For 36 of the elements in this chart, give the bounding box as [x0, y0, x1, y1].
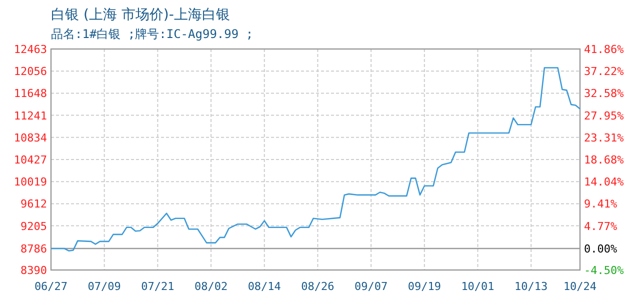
y2-tick-label: 14.04%: [584, 176, 624, 189]
y2-tick-label: 18.68%: [584, 154, 624, 166]
x-tick-label: 08/02: [194, 280, 228, 293]
y-tick-label: 10427: [14, 153, 47, 166]
x-tick-label: 10/13: [514, 280, 548, 293]
y-tick-label: 10834: [14, 131, 48, 144]
y-tick-label: 8390: [20, 264, 47, 277]
y2-tick-label: 9.41%: [584, 198, 618, 211]
y2-tick-label: 37.22%: [584, 65, 624, 78]
y2-tick-label: -4.50%: [584, 264, 624, 277]
y-tick-label: 11241: [14, 109, 47, 122]
y-tick-label: 9205: [20, 220, 47, 233]
y2-tick-label: 23.31%: [584, 131, 624, 144]
x-tick-label: 10/24: [563, 280, 597, 293]
y2-tick-label: 41.86%: [584, 43, 624, 56]
x-tick-label: 07/21: [141, 280, 174, 293]
y2-tick-label: 27.95%: [584, 109, 624, 122]
y2-tick-label: 4.77%: [584, 220, 618, 233]
y-tick-label: 10019: [14, 176, 47, 189]
x-tick-label: 06/27: [34, 280, 68, 293]
y2-tick-label: 32.58%: [584, 87, 624, 100]
y-tick-label: 12463: [14, 43, 47, 56]
x-tick-label: 10/01: [461, 280, 494, 293]
line-series: [50, 67, 581, 252]
chart-title: 白银 (上海 市场价)-上海白银: [51, 7, 230, 23]
x-tick-label: 07/09: [88, 280, 121, 293]
chart-subtitle: 品名:1#白银 ;牌号:IC-Ag99.99 ;: [51, 27, 254, 41]
y-tick-label: 8786: [20, 242, 47, 256]
x-tick-label: 08/26: [301, 280, 334, 293]
y-tick-label: 11648: [14, 87, 47, 100]
y-tick-label: 9612: [20, 198, 47, 211]
x-tick-label: 09/07: [354, 280, 388, 293]
y-tick-label: 12056: [14, 65, 47, 78]
x-tick-label: 09/19: [408, 280, 441, 293]
x-tick-label: 08/14: [248, 280, 282, 293]
y2-tick-label: 0.00%: [584, 242, 618, 256]
